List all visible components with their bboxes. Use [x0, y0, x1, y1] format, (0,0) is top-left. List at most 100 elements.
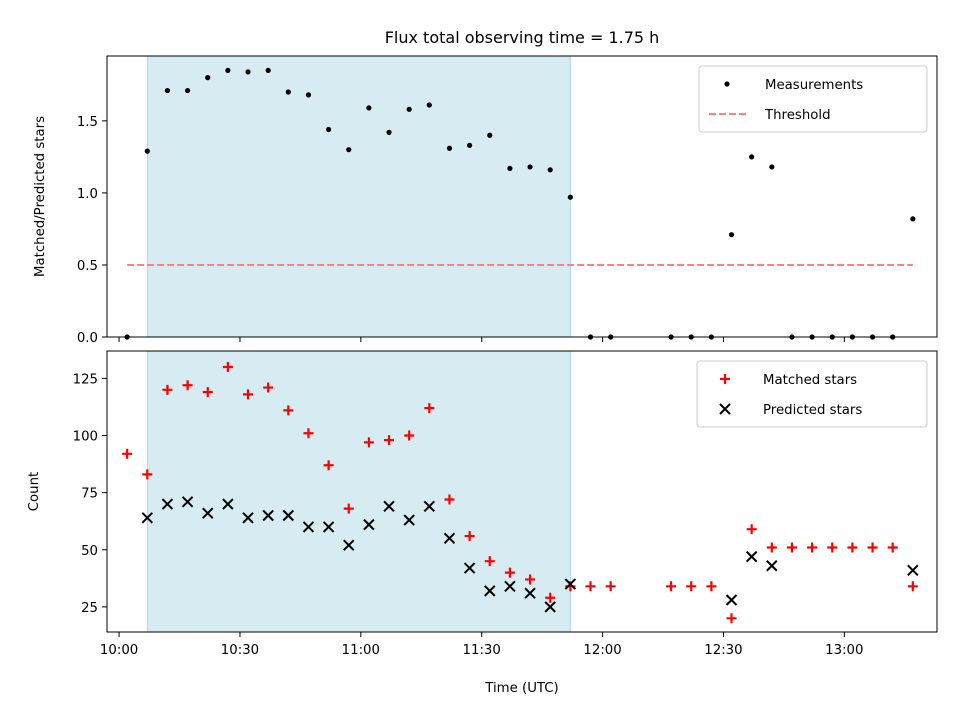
- legend-marker-measurements: [724, 81, 730, 87]
- matched-point: [827, 542, 838, 553]
- x-tick-label: 13:00: [825, 643, 863, 658]
- matched-point: [525, 574, 536, 585]
- measurement-point: [225, 67, 231, 74]
- matched-point: [343, 503, 354, 514]
- top-legend: Measurements Threshold: [698, 65, 928, 133]
- matched-point: [444, 494, 455, 505]
- matched-point: [202, 387, 213, 398]
- axes-frame: [106, 55, 938, 338]
- predicted-point: [202, 507, 214, 519]
- predicted-point: [745, 550, 758, 563]
- measurement-point: [265, 67, 271, 74]
- series-measurements: [124, 67, 916, 340]
- measurement-point: [728, 232, 735, 238]
- matched-point: [666, 581, 677, 592]
- matched-point: [404, 430, 415, 441]
- matched-point: [384, 435, 395, 446]
- x-tick-label: 12:00: [583, 643, 621, 658]
- measurement-point: [507, 165, 513, 171]
- measurement-point: [406, 106, 412, 112]
- matched-point: [243, 389, 254, 400]
- shaded-span: [146, 55, 571, 338]
- y-tick-label: 75: [81, 487, 98, 502]
- measurement-point: [487, 132, 493, 138]
- legend-label: Predicted stars: [763, 403, 862, 418]
- measurement-point: [467, 142, 473, 148]
- predicted-point: [141, 512, 153, 524]
- predicted-point: [161, 498, 174, 510]
- predicted-point: [403, 514, 415, 526]
- measurement-point: [285, 89, 291, 95]
- matched-point: [122, 448, 133, 459]
- measurement-point: [446, 145, 453, 151]
- matched-point: [484, 556, 495, 567]
- matched-point: [424, 403, 435, 414]
- predicted-point: [302, 521, 315, 533]
- x-tick-label: 10:30: [221, 643, 259, 658]
- measurement-point: [245, 69, 251, 75]
- y-axis-label: Matched/Predicted stars: [33, 116, 48, 277]
- chart-title: Flux total observing time = 1.75 h: [385, 28, 660, 47]
- measurement-point: [326, 126, 332, 133]
- predicted-point: [242, 512, 254, 524]
- legend-marker-matched: [720, 374, 730, 384]
- predicted-point: [262, 509, 274, 522]
- predicted-point: [504, 580, 516, 593]
- predicted-point: [383, 500, 395, 513]
- matched-point: [182, 380, 193, 391]
- predicted-point: [564, 578, 577, 590]
- matched-point: [867, 542, 878, 553]
- matched-point: [706, 581, 717, 592]
- measurement-point: [527, 164, 533, 170]
- series-predicted-stars: [141, 496, 919, 613]
- matched-point: [605, 581, 616, 592]
- y-tick-label: 0.0: [77, 331, 98, 346]
- predicted-point: [463, 562, 476, 574]
- legend-box: [698, 65, 928, 133]
- matched-point: [142, 469, 153, 480]
- matched-point: [464, 531, 475, 542]
- y-tick-label: 100: [73, 430, 98, 445]
- predicted-point: [363, 518, 375, 531]
- legend-label: Matched stars: [763, 373, 857, 388]
- matched-point: [726, 613, 737, 624]
- measurement-point: [144, 148, 150, 154]
- measurement-point: [366, 105, 372, 111]
- x-tick-label: 11:30: [463, 643, 501, 658]
- matched-point: [746, 524, 757, 535]
- matched-point: [363, 437, 374, 448]
- predicted-point: [484, 585, 496, 597]
- legend-marker-predicted: [719, 403, 731, 415]
- measurement-point: [749, 154, 755, 160]
- matched-point: [585, 581, 596, 592]
- measurement-point: [346, 147, 352, 153]
- y-tick-label: 125: [73, 372, 98, 387]
- predicted-point: [544, 601, 556, 613]
- x-tick-label: 11:00: [342, 643, 380, 658]
- predicted-point: [766, 560, 778, 572]
- x-axis-label: Time (UTC): [484, 681, 559, 696]
- matched-point: [323, 460, 334, 471]
- y-tick-label: 25: [81, 601, 98, 616]
- matched-point: [303, 428, 314, 439]
- bottom-legend: Matched stars Predicted stars: [696, 360, 928, 428]
- x-tick-label: 10:00: [100, 643, 138, 658]
- x-tick-label: 12:30: [704, 643, 742, 658]
- matched-point: [263, 382, 274, 393]
- measurement-point: [769, 164, 775, 170]
- y-tick-label: 50: [81, 544, 98, 559]
- predicted-point: [524, 587, 536, 599]
- predicted-point: [222, 498, 234, 510]
- predicted-point: [343, 539, 355, 551]
- matched-point: [847, 542, 858, 553]
- predicted-point: [181, 496, 194, 508]
- matched-point: [283, 405, 294, 416]
- measurement-point: [184, 87, 191, 94]
- measurement-point: [305, 92, 312, 98]
- predicted-point: [725, 594, 738, 606]
- predicted-point: [907, 564, 919, 577]
- matched-point: [786, 542, 797, 553]
- predicted-point: [423, 500, 436, 513]
- legend-label: Measurements: [765, 78, 863, 93]
